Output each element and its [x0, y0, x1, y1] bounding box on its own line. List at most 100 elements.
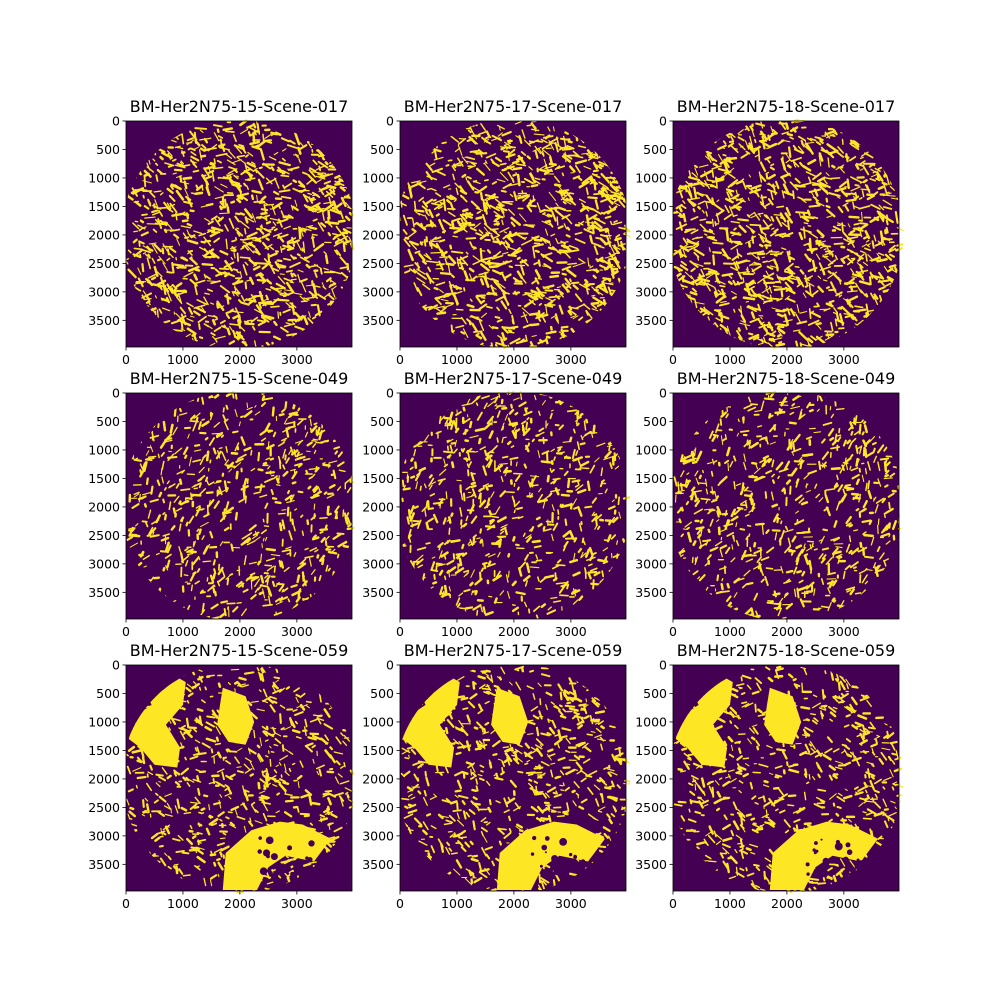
mask-speckle	[246, 402, 249, 409]
mask-speckle	[694, 301, 705, 305]
y-tick-label: 1500	[635, 199, 667, 214]
mask-speckle	[568, 165, 576, 173]
mask-speckle	[503, 231, 508, 234]
mask-speckle	[547, 220, 554, 228]
mask-speckle	[795, 313, 802, 324]
mask-speckle	[181, 133, 185, 145]
mask-speckle	[259, 225, 264, 230]
mask-speckle	[465, 485, 472, 491]
mask-speckle	[792, 127, 797, 133]
mask-speckle	[163, 513, 167, 521]
mask-speckle	[512, 166, 523, 171]
mask-speckle	[535, 554, 539, 560]
mask-speckle	[468, 319, 472, 326]
mask-speckle	[541, 400, 547, 406]
mask-speckle	[307, 485, 312, 490]
mask-speckle	[493, 464, 504, 472]
mask-speckle	[521, 239, 533, 246]
mask-speckle	[155, 174, 159, 182]
mask-speckle	[312, 490, 323, 497]
mask-speckle	[793, 184, 802, 188]
mask-speckle	[439, 218, 442, 225]
mask-speckle	[620, 240, 625, 251]
mask-speckle	[593, 245, 599, 256]
mask-speckle	[428, 208, 434, 219]
mask-speckle	[292, 179, 298, 184]
mask-speckle	[408, 240, 420, 246]
mask-speckle	[315, 175, 326, 179]
mask-speckle	[417, 519, 422, 529]
mask-speckle	[564, 518, 568, 527]
mask-speckle	[786, 297, 796, 303]
mask-speckle	[742, 277, 745, 283]
mask-speckle	[609, 220, 613, 226]
mask-speckle	[712, 241, 724, 245]
mask-speckle	[199, 246, 209, 253]
mask-speckle	[281, 509, 287, 511]
mask-speckle	[242, 477, 248, 489]
mask-speckle	[554, 142, 559, 153]
mask-speckle	[426, 274, 435, 284]
mask-speckle	[750, 228, 755, 234]
mask-speckle	[730, 266, 738, 272]
mask-speckle	[757, 148, 761, 162]
mask-speckle	[800, 228, 812, 234]
mask-speckle	[195, 505, 201, 509]
mask-speckle	[508, 308, 512, 315]
mask-speckle	[739, 322, 751, 327]
mask-speckle	[558, 424, 565, 431]
mask-speckle	[460, 316, 467, 325]
mask-speckle	[311, 284, 321, 288]
mask-speckle	[478, 492, 482, 500]
mask-speckle	[214, 590, 217, 597]
mask-speckle	[283, 417, 288, 425]
mask-speckle	[480, 278, 485, 286]
mask-speckle	[457, 222, 468, 226]
mask-speckle	[505, 153, 516, 159]
mask-speckle	[415, 211, 421, 216]
mask-speckle	[424, 434, 430, 442]
mask-speckle	[172, 426, 178, 436]
mask-speckle	[435, 430, 442, 435]
mask-speckle	[600, 211, 606, 215]
mask-speckle	[823, 178, 828, 185]
mask-speckle	[687, 190, 693, 200]
mask-speckle	[572, 262, 584, 268]
mask-speckle	[246, 185, 249, 190]
mask-speckle	[337, 219, 346, 223]
mask-speckle	[413, 209, 425, 213]
mask-speckle	[859, 156, 864, 160]
mask-speckle	[288, 139, 296, 145]
mask-speckle	[174, 291, 187, 297]
mask-speckle	[310, 494, 320, 499]
mask-speckle	[682, 247, 687, 258]
mask-speckle	[517, 194, 529, 200]
mask-speckle	[307, 317, 314, 325]
mask-speckle	[402, 214, 408, 226]
mask-speckle	[235, 293, 239, 297]
mask-speckle	[847, 257, 854, 264]
mask-speckle	[250, 593, 257, 600]
mask-speckle	[277, 263, 281, 270]
mask-speckle	[133, 230, 139, 233]
mask-speckle	[806, 337, 814, 344]
mask-speckle	[303, 194, 309, 203]
mask-speckle	[754, 186, 758, 192]
mask-speckle	[204, 255, 217, 259]
mask-speckle	[678, 221, 683, 231]
mask-speckle	[278, 413, 285, 417]
mask-speckle	[194, 580, 200, 585]
mask-speckle	[600, 172, 610, 183]
mask-speckle	[238, 498, 245, 503]
mask-speckle	[141, 263, 145, 273]
mask-speckle	[773, 214, 782, 216]
mask-speckle	[185, 497, 193, 500]
mask-speckle	[214, 218, 221, 227]
mask-speckle	[327, 209, 331, 220]
mask-speckle	[544, 228, 549, 236]
mask-speckle	[195, 306, 207, 314]
mask-speckle	[714, 221, 717, 227]
mask-speckle	[481, 214, 488, 226]
mask-speckle	[180, 328, 186, 332]
mask-speckle	[187, 306, 194, 315]
